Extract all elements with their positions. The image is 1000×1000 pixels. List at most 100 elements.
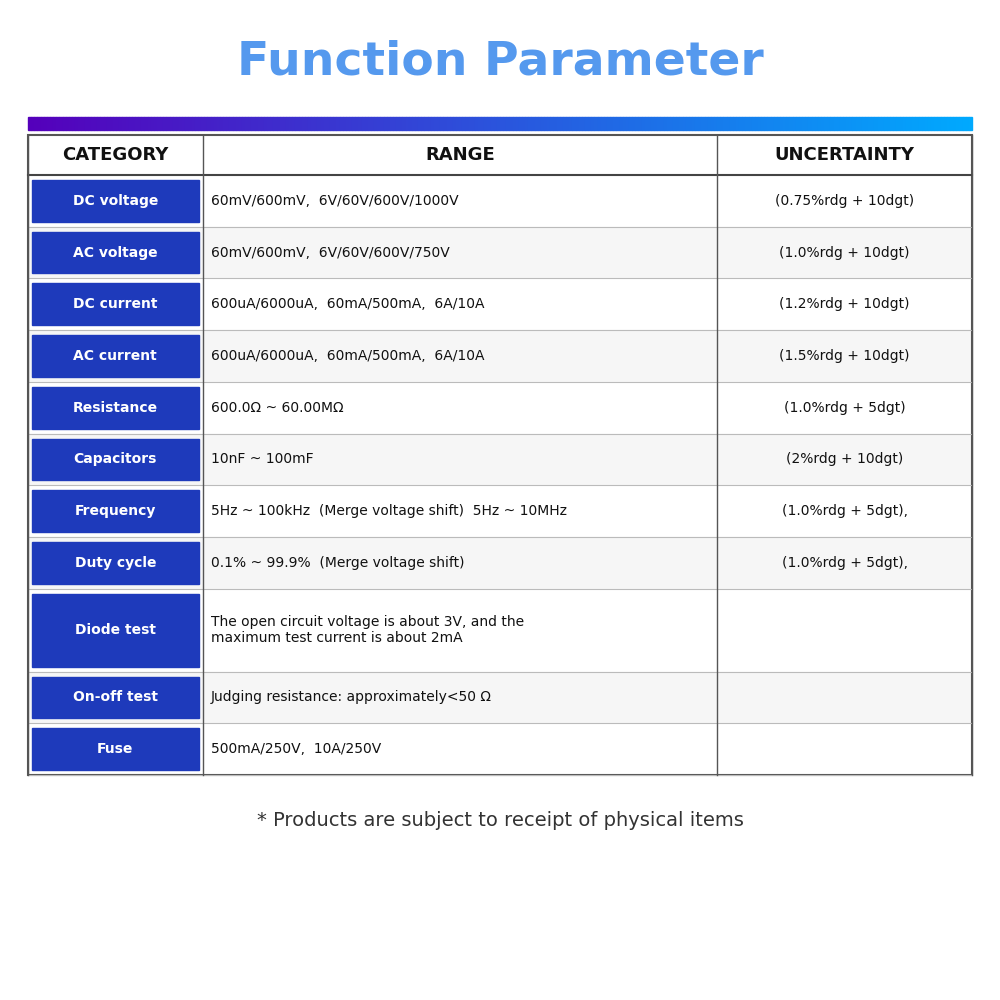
Bar <box>601 117 604 130</box>
Bar <box>660 117 664 130</box>
Bar <box>576 117 579 130</box>
Bar <box>648 117 651 130</box>
Bar <box>843 117 846 130</box>
Bar <box>380 117 384 130</box>
Bar <box>311 117 314 130</box>
Bar <box>28 723 972 775</box>
Bar <box>720 117 723 130</box>
Bar <box>226 117 229 130</box>
Bar <box>478 117 481 130</box>
Bar <box>371 117 374 130</box>
Bar <box>963 117 966 130</box>
Bar <box>399 117 402 130</box>
Bar <box>742 117 745 130</box>
Bar <box>384 117 387 130</box>
Bar <box>670 117 673 130</box>
Bar <box>333 117 336 130</box>
Bar <box>579 117 582 130</box>
Bar <box>170 117 173 130</box>
Text: (0.75%rdg + 10dgt): (0.75%rdg + 10dgt) <box>775 194 914 208</box>
Bar <box>629 117 632 130</box>
Bar <box>396 117 399 130</box>
Bar <box>295 117 299 130</box>
Text: RANGE: RANGE <box>425 146 495 164</box>
Bar <box>126 117 129 130</box>
Bar <box>236 117 239 130</box>
Bar <box>141 117 144 130</box>
Bar <box>657 117 660 130</box>
Bar <box>148 117 151 130</box>
Bar <box>497 117 500 130</box>
Bar <box>698 117 701 130</box>
Bar <box>418 117 421 130</box>
Bar <box>598 117 601 130</box>
Bar <box>365 117 368 130</box>
Bar <box>280 117 283 130</box>
Bar <box>270 117 273 130</box>
Bar <box>327 117 330 130</box>
Bar <box>229 117 233 130</box>
Bar <box>513 117 516 130</box>
Bar <box>651 117 654 130</box>
Bar <box>267 117 270 130</box>
Bar <box>63 117 66 130</box>
Bar <box>767 117 771 130</box>
Bar <box>324 117 327 130</box>
Bar <box>390 117 393 130</box>
Bar <box>777 117 780 130</box>
Bar <box>610 117 613 130</box>
Bar <box>330 117 333 130</box>
Bar <box>242 117 245 130</box>
Bar <box>214 117 217 130</box>
Bar <box>349 117 352 130</box>
Text: 60mV/600mV,  6V/60V/600V/750V: 60mV/600mV, 6V/60V/600V/750V <box>211 246 449 260</box>
Bar <box>604 117 607 130</box>
Bar <box>144 117 148 130</box>
Bar <box>491 117 494 130</box>
Bar <box>78 117 81 130</box>
Bar <box>941 117 944 130</box>
Bar <box>32 232 199 273</box>
Bar <box>261 117 264 130</box>
Bar <box>28 330 972 382</box>
Bar <box>884 117 887 130</box>
Text: 500mA/250V,  10A/250V: 500mA/250V, 10A/250V <box>211 742 381 756</box>
Bar <box>299 117 302 130</box>
Bar <box>251 117 255 130</box>
Bar <box>591 117 594 130</box>
Bar <box>453 117 456 130</box>
Text: Frequency: Frequency <box>75 504 156 518</box>
Bar <box>358 117 362 130</box>
Bar <box>132 117 135 130</box>
Bar <box>355 117 358 130</box>
Bar <box>151 117 154 130</box>
Bar <box>431 117 434 130</box>
Bar <box>827 117 830 130</box>
Bar <box>871 117 874 130</box>
Bar <box>708 117 711 130</box>
Bar <box>931 117 934 130</box>
Bar <box>522 117 525 130</box>
Bar <box>509 117 513 130</box>
Bar <box>264 117 267 130</box>
Bar <box>519 117 522 130</box>
Bar <box>32 387 199 429</box>
Text: Judging resistance: approximately<50 Ω: Judging resistance: approximately<50 Ω <box>211 690 492 704</box>
Bar <box>387 117 390 130</box>
Bar <box>462 117 465 130</box>
Bar <box>538 117 541 130</box>
Bar <box>456 117 459 130</box>
Bar <box>516 117 519 130</box>
Bar <box>824 117 827 130</box>
Bar <box>321 117 324 130</box>
Bar <box>550 117 553 130</box>
Bar <box>506 117 509 130</box>
Bar <box>157 117 160 130</box>
Bar <box>966 117 969 130</box>
Bar <box>487 117 491 130</box>
Bar <box>248 117 251 130</box>
Bar <box>475 117 478 130</box>
Bar <box>645 117 648 130</box>
Bar <box>689 117 692 130</box>
Text: 0.1% ~ 99.9%  (Merge voltage shift): 0.1% ~ 99.9% (Merge voltage shift) <box>211 556 464 570</box>
